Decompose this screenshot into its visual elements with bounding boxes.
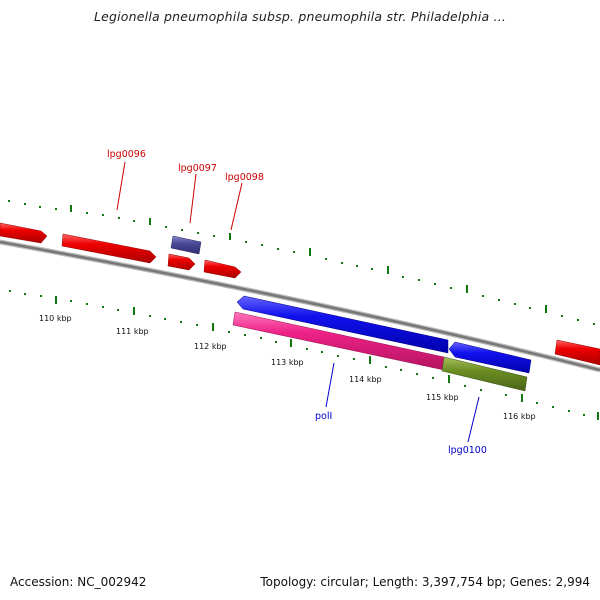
label-leader-lpg0096 bbox=[116, 161, 126, 211]
scale-label-110kbp: 110 kbp bbox=[39, 314, 72, 323]
gene-label-lpg0096[interactable]: lpg0096 bbox=[107, 149, 146, 160]
gene-label-lpg0100[interactable]: lpg0100 bbox=[448, 445, 487, 456]
scale-label-112kbp: 112 kbp bbox=[194, 342, 227, 351]
reverse-tick-marks bbox=[9, 290, 599, 420]
label-leader-lpg0098 bbox=[230, 182, 243, 231]
scale-label-115kbp: 115 kbp bbox=[426, 393, 459, 402]
scale-label-111kbp: 111 kbp bbox=[116, 327, 149, 336]
label-leader-lpg0100 bbox=[467, 396, 480, 443]
label-leader-polI bbox=[325, 362, 335, 408]
feature-other-bar[interactable] bbox=[441, 356, 528, 392]
gene-lpg0100-arrow[interactable] bbox=[448, 341, 532, 374]
gene-forward-arrow[interactable] bbox=[0, 222, 48, 244]
scale-label-116kbp: 116 kbp bbox=[503, 412, 536, 421]
gene-forward-arrow[interactable] bbox=[554, 339, 600, 366]
gene-forward-arrow[interactable] bbox=[61, 233, 157, 264]
topology-text: Topology: circular; Length: 3,397,754 bp… bbox=[260, 575, 590, 589]
scale-label-114kbp: 114 kbp bbox=[349, 375, 382, 384]
gene-label-lpg0098[interactable]: lpg0098 bbox=[225, 172, 264, 183]
page-title: Legionella pneumophila subsp. pneumophil… bbox=[93, 9, 507, 24]
gene-lpg0098-arrow[interactable] bbox=[203, 259, 242, 279]
gene-label-lpg0097[interactable]: lpg0097 bbox=[178, 163, 217, 174]
backbone-arc-shadow bbox=[0, 240, 600, 372]
label-leader-lpg0097 bbox=[189, 173, 197, 224]
scale-label-113kbp: 113 kbp bbox=[271, 358, 304, 367]
gene-lpg0097-box[interactable] bbox=[170, 235, 202, 255]
accession-text: Accession: NC_002942 bbox=[10, 575, 147, 589]
backbone-arc bbox=[0, 239, 600, 373]
forward-tick-marks bbox=[8, 200, 595, 325]
gene-lpg0096-arrow[interactable] bbox=[167, 253, 196, 271]
gene-label-polI[interactable]: polI bbox=[315, 411, 332, 422]
gene-reverse-arrow[interactable] bbox=[236, 295, 449, 354]
